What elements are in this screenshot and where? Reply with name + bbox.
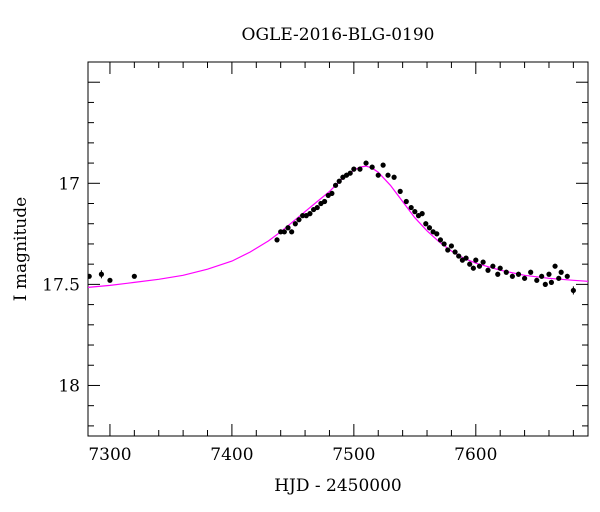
data-point	[412, 209, 418, 215]
data-point	[321, 198, 328, 205]
data-point	[521, 275, 528, 281]
x-tick-label-7300: 7300	[88, 445, 131, 465]
data-point	[296, 217, 302, 223]
data-point	[274, 237, 280, 243]
data-point	[278, 229, 284, 235]
data-points	[88, 160, 576, 295]
data-point	[357, 166, 363, 172]
data-point	[307, 211, 313, 217]
data-point	[546, 271, 552, 277]
data-point	[485, 267, 491, 273]
data-point	[380, 162, 386, 168]
data-point	[480, 259, 486, 265]
data-point	[456, 253, 462, 259]
data-point	[445, 247, 451, 253]
data-point	[426, 225, 433, 231]
data-point	[281, 229, 287, 235]
chart-title: OGLE-2016-BLG-0190	[242, 25, 435, 45]
x-axis-label: HJD - 2450000	[274, 476, 402, 496]
y-tick-label-17: 17	[58, 174, 80, 194]
data-point	[503, 269, 509, 275]
data-point	[542, 281, 548, 287]
data-point	[509, 273, 515, 279]
data-point	[437, 237, 444, 243]
data-point	[552, 263, 558, 269]
data-point	[363, 160, 369, 166]
data-point	[329, 190, 335, 197]
data-point	[539, 273, 545, 279]
plot-frame	[87, 61, 589, 437]
data-point	[497, 265, 503, 271]
model-curve	[88, 165, 588, 288]
data-point	[347, 170, 353, 176]
data-point	[548, 279, 555, 285]
x-axis-ticks	[109, 62, 574, 436]
data-point	[403, 198, 409, 205]
data-point	[385, 172, 391, 178]
y-axis-tick-labels: 17 17.5 18	[42, 174, 80, 396]
data-point	[88, 273, 92, 279]
data-point	[441, 241, 447, 247]
data-point	[528, 269, 534, 275]
data-point	[332, 182, 339, 188]
data-point	[285, 225, 291, 231]
data-point	[476, 263, 483, 269]
data-point	[495, 271, 501, 277]
data-point	[375, 172, 381, 178]
data-point	[336, 178, 342, 184]
data-point	[314, 204, 320, 211]
data-point	[300, 213, 306, 219]
data-point	[107, 277, 113, 283]
data-point	[463, 255, 469, 261]
data-point	[292, 221, 298, 227]
y-axis-ticks	[88, 61, 588, 427]
data-point	[408, 204, 414, 211]
data-point	[534, 277, 540, 283]
data-point	[423, 221, 429, 227]
x-tick-label-7500: 7500	[332, 445, 375, 465]
x-tick-label-7600: 7600	[454, 445, 497, 465]
data-point	[131, 273, 137, 279]
data-point	[473, 257, 479, 263]
y-tick-label-17-5: 17.5	[42, 275, 80, 295]
data-point	[419, 211, 425, 217]
data-point	[467, 261, 473, 267]
data-point	[470, 265, 476, 271]
data-point	[448, 243, 455, 249]
y-axis-label: I magnitude	[11, 197, 31, 301]
data-point	[289, 229, 295, 235]
data-point	[397, 188, 403, 194]
data-point	[369, 164, 375, 170]
data-point	[564, 273, 570, 279]
data-point	[452, 249, 458, 255]
y-tick-label-18: 18	[58, 376, 80, 396]
data-point	[391, 174, 397, 180]
x-tick-label-7400: 7400	[210, 445, 253, 465]
x-axis-tick-labels: 7300 7400 7500 7600	[88, 445, 497, 465]
data-point	[490, 263, 496, 269]
data-point	[98, 271, 105, 277]
data-point	[351, 166, 357, 172]
data-point	[434, 231, 440, 237]
data-point	[558, 269, 564, 275]
data-point	[570, 287, 576, 294]
data-point	[515, 271, 522, 277]
data-point	[556, 275, 562, 281]
